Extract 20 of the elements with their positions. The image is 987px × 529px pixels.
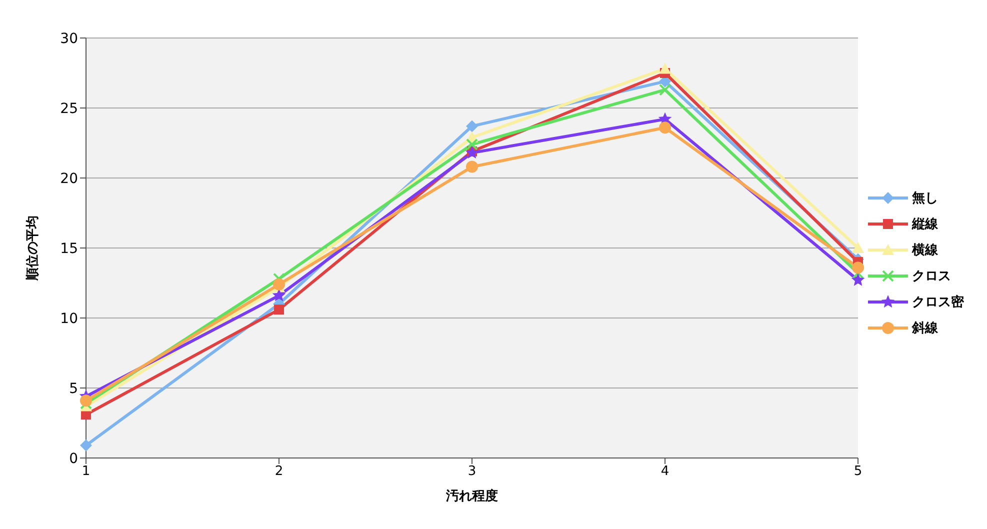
legend-label: クロス bbox=[912, 268, 951, 285]
x-tick-label: 3 bbox=[468, 464, 476, 480]
y-tick-label: 15 bbox=[60, 240, 78, 257]
legend-label: 斜線 bbox=[912, 320, 938, 337]
legend-label: 無し bbox=[912, 190, 938, 207]
legend-label: クロス密 bbox=[912, 294, 964, 311]
y-tick-label: 5 bbox=[69, 380, 78, 397]
y-tick-label: 10 bbox=[60, 310, 78, 327]
x-tick-label: 1 bbox=[82, 464, 90, 480]
legend-label: 横線 bbox=[912, 242, 938, 259]
y-tick-label: 20 bbox=[60, 170, 78, 187]
y-tick-label: 0 bbox=[69, 450, 78, 467]
y-tick-label: 25 bbox=[60, 100, 78, 117]
x-axis-title: 汚れ程度 bbox=[445, 488, 498, 504]
x-tick-label: 5 bbox=[854, 464, 862, 480]
y-axis-title: 順位の平均 bbox=[26, 216, 41, 282]
x-tick-label: 4 bbox=[660, 464, 670, 480]
legend-label: 縦線 bbox=[912, 216, 938, 233]
x-tick-label: 2 bbox=[274, 464, 284, 480]
y-tick-label: 30 bbox=[60, 30, 78, 47]
